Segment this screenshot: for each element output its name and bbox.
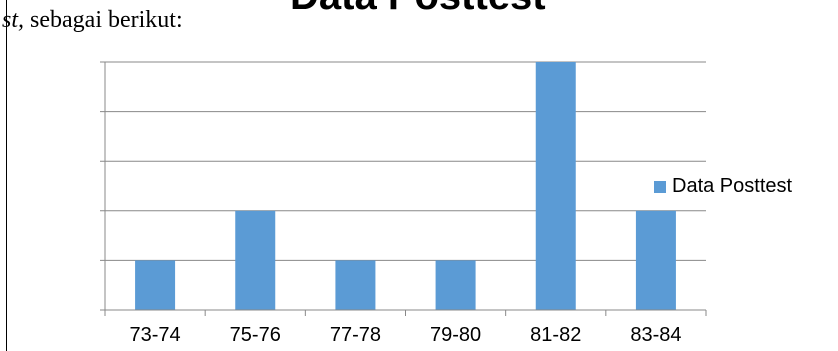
bar-series [135,62,676,310]
document-text-italic: st, [2,7,25,33]
bar-83-84 [635,210,676,310]
bar-75-76 [235,210,276,310]
axes [100,62,707,316]
gridlines [100,61,706,261]
bar-77-78 [335,260,376,310]
bar-79-80 [435,260,476,310]
bar-73-74 [135,260,176,310]
category-labels: 73-74 75-76 77-78 79-80 81-82 83-84 [130,324,682,346]
page-left-border [6,0,7,351]
bar-81-82 [535,62,576,310]
legend-label: Data Posttest [672,175,793,197]
document-text: st, sebagai berikut: [2,7,183,34]
document-text-rest: sebagai berikut: [24,7,183,33]
x-tick-label: 73-74 [130,324,181,346]
chart-title: Data Posttest [290,0,546,19]
x-tick-label: 81-82 [530,324,581,346]
x-tick-label: 83-84 [630,324,681,346]
chart-legend: Data Posttest [654,175,792,198]
x-tick-label: 75-76 [230,324,281,346]
x-tick-label: 77-78 [330,324,381,346]
legend-swatch [654,180,666,193]
x-tick-label: 79-80 [430,324,481,346]
